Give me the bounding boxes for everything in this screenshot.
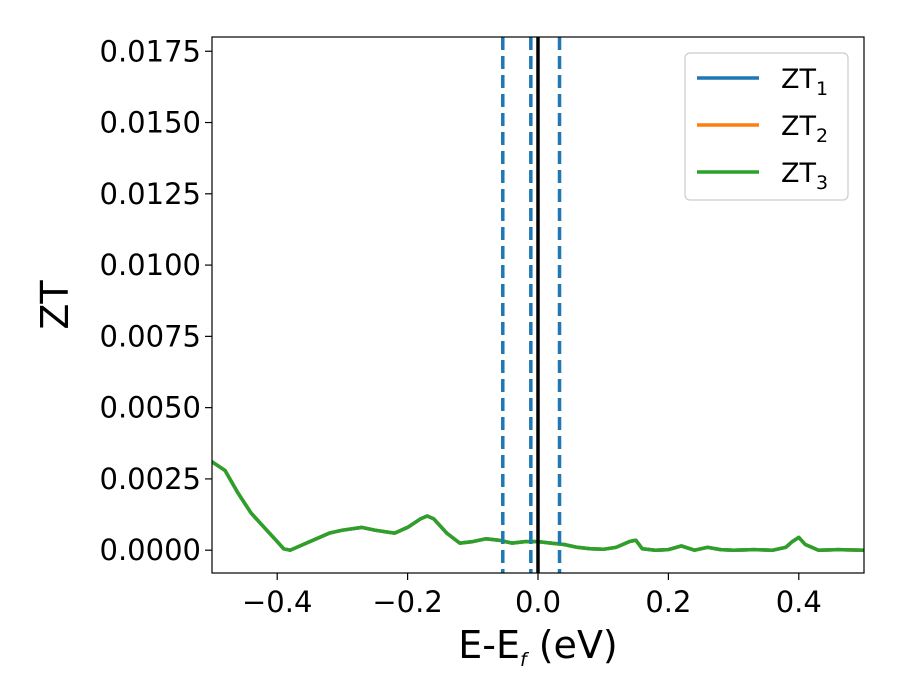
x-tick-label: 0.4 [776,585,822,619]
y-tick-label: 0.0100 [100,248,201,282]
x-tick-label: −0.4 [242,585,312,619]
legend-box [684,52,849,201]
y-tick-label: 0.0025 [100,462,201,496]
x-tick-label: −0.2 [372,585,442,619]
x-tick-label: 0.2 [645,585,691,619]
y-axis: 0.0000 0.0025 0.0050 0.0075 0.0100 0.0125 0.01… [100,34,212,567]
y-tick-label: 0.0050 [100,391,201,425]
x-axis: −0.4 −0.2 0.0 0.2 0.4 [242,573,822,619]
legend-label-1: ZT1 [781,64,828,100]
legend: ZT1 ZT2 ZT3 [684,52,849,201]
legend-label-3: ZT3 [781,158,828,194]
y-tick-label: 0.0150 [100,106,201,140]
x-tick-label: 0.0 [515,585,561,619]
x-axis-label: E-Ef (eV) [458,623,618,671]
y-tick-label: 0.0000 [100,533,201,567]
legend-label-2: ZT2 [781,111,828,147]
plot-content [212,37,864,573]
y-tick-label: 0.0175 [100,34,201,68]
y-tick-label: 0.0125 [100,177,201,211]
y-tick-label: 0.0075 [100,319,201,353]
y-axis-label: ZT [33,280,77,330]
